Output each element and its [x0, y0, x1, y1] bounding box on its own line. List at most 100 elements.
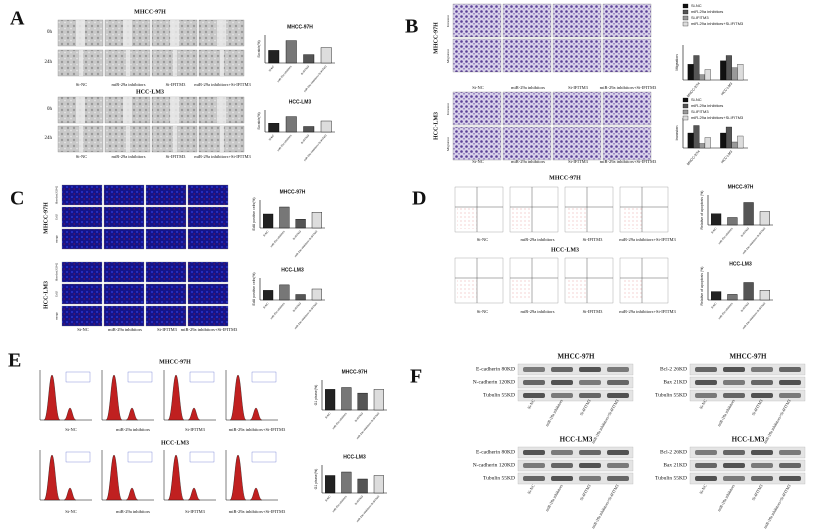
blot-row-label: E-cadherin 80KD — [476, 449, 515, 455]
x-tick-label: Si-NC — [262, 301, 270, 309]
lane-label: miR-29a inhibitors — [111, 154, 145, 159]
chart-title: HCC-LM3 — [729, 261, 752, 267]
blot-strip — [689, 446, 806, 459]
flow-cloud — [567, 278, 587, 300]
blot-row-label: Tubulin 55KD — [483, 392, 515, 398]
legend-swatch — [682, 3, 689, 9]
x-tick-label: miR-29a inhibitors — [717, 301, 734, 320]
x-tick-label: Si-NC — [710, 226, 718, 234]
blot-title: MHCC-97H — [558, 353, 595, 361]
x-tick-label: Si-NC — [710, 301, 718, 309]
edu-image — [145, 283, 187, 305]
wound-gap — [76, 20, 85, 46]
g2-peak — [249, 407, 263, 421]
transwell-image — [602, 126, 652, 161]
wound-gap — [170, 20, 179, 46]
lane-label: Si-NC — [526, 398, 536, 410]
wound-gap — [123, 97, 132, 123]
lane-label: miR-29a inhibitors+Si-IFITM3 — [229, 427, 286, 432]
y-axis-label: Scratch(%) — [257, 40, 261, 57]
legend-swatch — [682, 109, 689, 115]
bar — [704, 69, 711, 81]
lane-label: Si-IFITM3 — [568, 85, 589, 90]
x-tick-label: miR-29a inhibitors — [276, 64, 293, 83]
blot-row-label: Tubulin 55KD — [655, 475, 687, 481]
wound-gap — [79, 50, 83, 76]
bar — [743, 202, 754, 226]
bar — [320, 47, 332, 64]
flow-cloud — [512, 278, 532, 300]
bar — [737, 135, 744, 149]
wound-gap — [79, 126, 83, 152]
chart-title: HCC-LM3 — [289, 99, 312, 105]
row-label: Hoechst33342 — [55, 262, 59, 281]
wound-gap — [126, 50, 130, 76]
edu-image — [103, 228, 145, 250]
row-label: EdU — [55, 213, 59, 220]
flow-cloud — [622, 278, 642, 300]
wound-gap — [126, 126, 130, 152]
blot-row-label: N-cadherin 120KD — [473, 462, 515, 468]
x-tick-label: miR-29a inhibitors — [717, 226, 734, 245]
lane-label: Si-IFITM3 — [583, 237, 604, 242]
bar — [693, 125, 700, 149]
edu-image — [61, 283, 103, 305]
lane-label: miR-29a inhibitors — [116, 427, 150, 432]
group-label: MHCC-97H — [43, 202, 49, 234]
lane-label: miR-29a inhibitors — [716, 483, 736, 512]
hist-info — [127, 451, 153, 463]
x-tick-label: Si-IFITM3 — [292, 229, 303, 241]
edu-image — [103, 184, 145, 206]
lane-label: miR-29a inhibitors+Si-IFITM3 — [181, 327, 238, 332]
y-axis-label: Scratch(%) — [257, 112, 261, 129]
g2-peak — [125, 487, 139, 501]
group-title: HCC-LM3 — [161, 440, 189, 446]
edu-image — [187, 305, 229, 327]
lane-label: Si-IFITM3 — [166, 154, 187, 159]
blot-band — [695, 380, 717, 385]
row-label: merge — [55, 234, 59, 242]
blot-band — [579, 367, 601, 372]
blot-band — [723, 367, 745, 372]
flow-cloud — [457, 278, 477, 300]
blot-strip — [517, 389, 634, 402]
edu-image — [103, 261, 145, 283]
y-axis-label: Relative of apoptosis (%) — [700, 191, 704, 230]
edu-image — [61, 184, 103, 206]
blot-band — [695, 463, 717, 468]
lane-label: Si-IFITM3 — [166, 82, 187, 87]
legend-label: Si-NC — [691, 97, 702, 102]
lane-label: miR-29a inhibitors — [511, 85, 545, 90]
g1-peak — [167, 374, 185, 421]
blot-band — [723, 476, 745, 481]
panel-letter: D — [412, 188, 426, 210]
wound-gap — [220, 126, 224, 152]
blot-band — [551, 450, 573, 455]
lane-label: miR-29a inhibitors — [544, 483, 564, 512]
blot-band — [723, 450, 745, 455]
y-axis-label: G1 phase(%) — [314, 385, 318, 406]
bar — [303, 54, 315, 64]
bar — [279, 206, 290, 229]
bar — [711, 291, 722, 301]
bar — [373, 389, 384, 411]
transwell-image — [452, 38, 502, 73]
group-title: HCC-LM3 — [551, 247, 579, 253]
blot-band — [779, 380, 801, 385]
blot-band — [751, 367, 773, 372]
bar — [341, 471, 352, 494]
lane-label: miR-29a inhibitors+Si-IFITM3 — [194, 82, 251, 87]
bar — [295, 219, 306, 229]
blot-band — [751, 463, 773, 468]
blot-band — [779, 463, 801, 468]
blot-row-label: Tubulin 55KD — [483, 475, 515, 481]
blot-strip — [689, 459, 806, 472]
transwell-image — [502, 126, 552, 161]
hist-info — [65, 371, 91, 383]
lane-label: Si-NC — [65, 427, 77, 432]
blot-band — [523, 367, 545, 372]
row-label: 0h — [47, 30, 53, 35]
bar — [311, 288, 322, 301]
bar — [295, 294, 306, 301]
blot-band — [607, 393, 629, 398]
